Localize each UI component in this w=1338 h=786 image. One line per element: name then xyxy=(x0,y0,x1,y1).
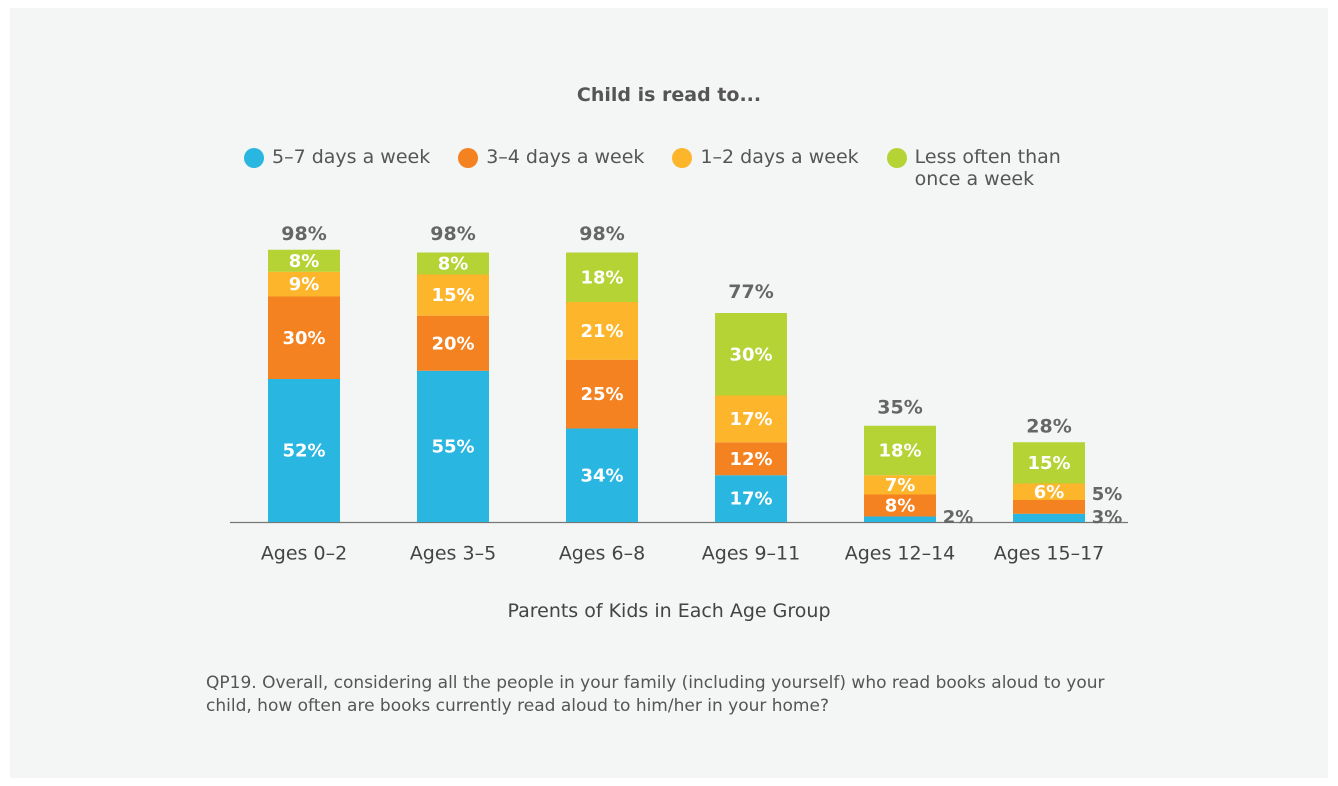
legend-label: Less often than once a week xyxy=(914,146,1061,190)
data-label: 12% xyxy=(729,449,772,470)
bar-segment xyxy=(864,516,936,522)
data-label: 55% xyxy=(431,436,474,457)
data-label: 30% xyxy=(282,328,325,349)
data-label: 7% xyxy=(885,475,916,496)
legend-item: 1–2 days a week xyxy=(672,146,859,190)
data-label: 25% xyxy=(580,384,623,405)
data-label: 2% xyxy=(943,507,974,528)
total-label: 98% xyxy=(430,223,475,245)
data-label: 15% xyxy=(431,285,474,306)
x-tick-label: Ages 6–8 xyxy=(559,543,645,565)
legend-swatch xyxy=(458,148,479,168)
data-label: 52% xyxy=(282,441,325,462)
panel xyxy=(10,8,1328,778)
data-label: 18% xyxy=(580,267,623,288)
data-label: 3% xyxy=(1092,507,1123,528)
bar-segment xyxy=(268,271,340,297)
x-tick-label: Ages 3–5 xyxy=(410,543,496,565)
data-label: 8% xyxy=(438,254,469,275)
legend-label: 5–7 days a week xyxy=(272,146,431,168)
bar-segment xyxy=(566,252,638,302)
chart-title: Child is read to... xyxy=(576,84,762,106)
bar-segment xyxy=(268,379,340,522)
bar-segment xyxy=(1013,513,1085,522)
legend-label: 1–2 days a week xyxy=(700,146,859,168)
bar-segment xyxy=(417,252,489,275)
data-label: 6% xyxy=(1034,482,1065,503)
data-label: 5% xyxy=(1092,484,1123,505)
legend-item: 3–4 days a week xyxy=(458,146,644,190)
data-label: 8% xyxy=(885,496,916,517)
data-label: 17% xyxy=(729,409,772,430)
footnote: QP19. Overall, considering all the peopl… xyxy=(206,673,1105,716)
total-label: 28% xyxy=(1026,416,1071,438)
bar-segment xyxy=(417,370,489,522)
bar-segment xyxy=(1013,483,1085,500)
data-label: 8% xyxy=(289,251,320,272)
bar-segment xyxy=(566,428,638,522)
x-axis-label: Parents of Kids in Each Age Group xyxy=(507,600,831,622)
bar-segment xyxy=(268,296,340,379)
legend-swatch xyxy=(886,148,907,168)
total-label: 35% xyxy=(877,396,922,418)
legend-item: Less often than once a week xyxy=(886,146,1065,190)
bar-segment xyxy=(417,315,489,371)
data-label: 9% xyxy=(289,274,320,295)
legend-item: 5–7 days a week xyxy=(244,146,430,190)
data-label: 20% xyxy=(431,333,474,354)
x-tick-label: Ages 12–14 xyxy=(845,543,956,565)
data-label: 30% xyxy=(729,344,772,365)
data-label: 18% xyxy=(878,441,921,462)
bar-segment xyxy=(715,395,787,443)
legend-label: 3–4 days a week xyxy=(486,146,645,168)
bar-segment xyxy=(864,494,936,517)
x-tick-label: Ages 9–11 xyxy=(702,543,800,565)
total-label: 77% xyxy=(728,281,773,303)
total-label: 98% xyxy=(281,223,326,245)
legend-swatch xyxy=(672,148,693,168)
bar-segment xyxy=(864,475,936,495)
data-label: 17% xyxy=(729,489,772,510)
data-label: 34% xyxy=(580,465,623,486)
bar-segment xyxy=(715,442,787,476)
bar-segment xyxy=(566,359,638,429)
bar-segment xyxy=(864,425,936,476)
bar-segment xyxy=(566,302,638,360)
total-label: 98% xyxy=(579,223,624,245)
bar-segment xyxy=(715,475,787,522)
legend-swatch xyxy=(244,148,264,168)
data-label: 15% xyxy=(1027,453,1070,474)
x-tick-label: Ages 0–2 xyxy=(261,543,347,565)
bar-segment xyxy=(1013,442,1085,484)
bar-segment xyxy=(417,274,489,316)
x-tick-label: Ages 15–17 xyxy=(994,543,1105,565)
bar-segment xyxy=(268,249,340,272)
data-label: 21% xyxy=(580,321,623,342)
bar-segment xyxy=(1013,500,1085,514)
legend: 5–7 days a week 3–4 days a week 1–2 days a… xyxy=(244,146,1065,190)
bar-segment xyxy=(715,313,787,396)
